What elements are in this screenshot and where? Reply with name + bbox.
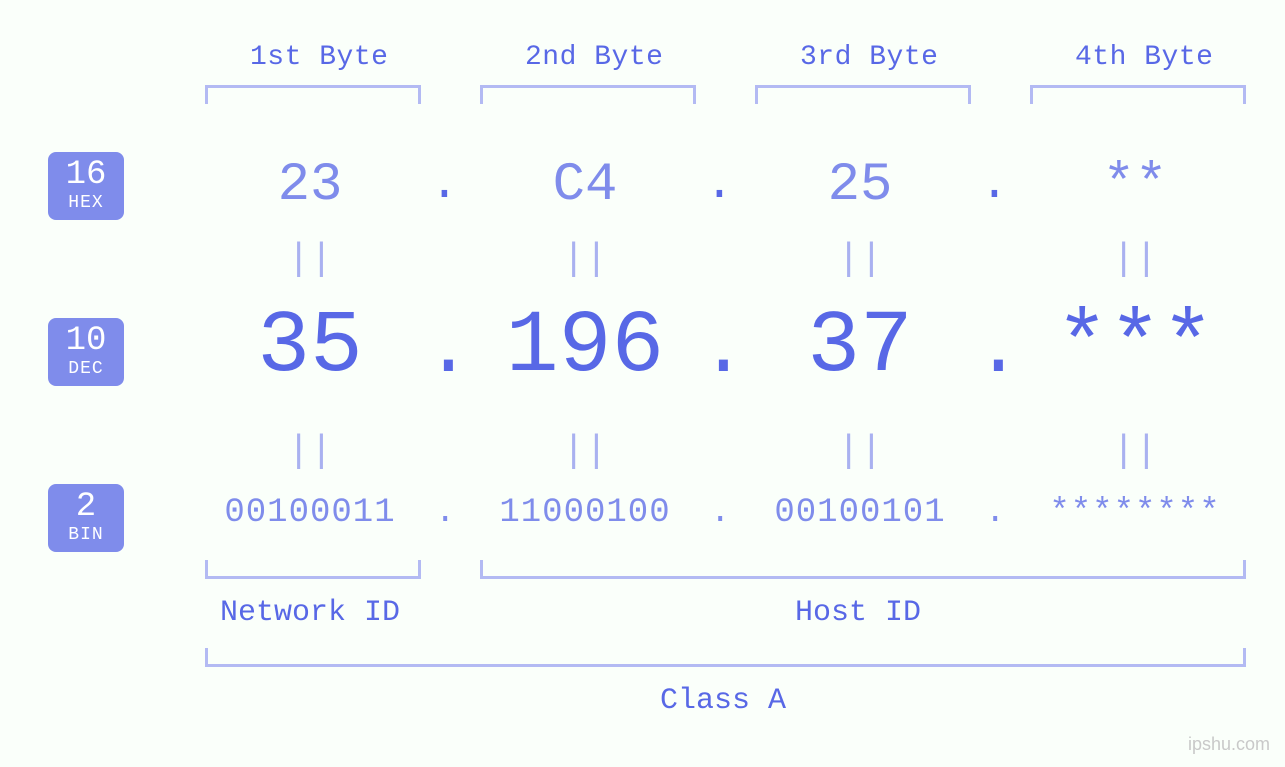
byte-header-2: 2nd Byte <box>525 42 663 73</box>
equals-hex-dec-2: || <box>455 238 715 281</box>
hex-byte-1: 23 <box>180 155 440 216</box>
bin-byte-2: 11000100 <box>455 494 715 532</box>
badge-hex: 16 HEX <box>48 152 124 220</box>
top-bracket-4 <box>1030 85 1246 104</box>
byte-header-1: 1st Byte <box>250 42 388 73</box>
bin-dot-1: . <box>435 494 455 532</box>
badge-bin-num: 2 <box>48 490 124 524</box>
equals-dec-bin-1: || <box>180 430 440 473</box>
dec-dot-2: . <box>700 307 747 395</box>
hex-dot-2: . <box>705 158 734 212</box>
bin-byte-1: 00100011 <box>180 494 440 532</box>
bracket-network-id <box>205 560 421 579</box>
top-bracket-3 <box>755 85 971 104</box>
badge-dec-label: DEC <box>48 360 124 378</box>
equals-dec-bin-2: || <box>455 430 715 473</box>
badge-dec: 10 DEC <box>48 318 124 386</box>
label-class: Class A <box>660 684 786 718</box>
badge-dec-num: 10 <box>48 324 124 358</box>
hex-byte-2: C4 <box>455 155 715 216</box>
bin-dot-2: . <box>710 494 730 532</box>
byte-header-3: 3rd Byte <box>800 42 938 73</box>
bin-byte-4: ******** <box>1005 494 1265 532</box>
byte-header-4: 4th Byte <box>1075 42 1213 73</box>
equals-hex-dec-1: || <box>180 238 440 281</box>
label-host-id: Host ID <box>795 596 921 630</box>
badge-bin-label: BIN <box>48 526 124 544</box>
bracket-class <box>205 648 1246 667</box>
hex-byte-3: 25 <box>730 155 990 216</box>
badge-hex-num: 16 <box>48 158 124 192</box>
dec-byte-2: 196 <box>455 298 715 397</box>
badge-hex-label: HEX <box>48 194 124 212</box>
equals-hex-dec-4: || <box>1005 238 1265 281</box>
hex-dot-3: . <box>980 158 1009 212</box>
dec-byte-4: *** <box>1005 298 1265 397</box>
bin-dot-3: . <box>985 494 1005 532</box>
dec-dot-1: . <box>425 307 472 395</box>
watermark: ipshu.com <box>1188 734 1270 755</box>
bin-byte-3: 00100101 <box>730 494 990 532</box>
equals-hex-dec-3: || <box>730 238 990 281</box>
label-network-id: Network ID <box>220 596 400 630</box>
badge-bin: 2 BIN <box>48 484 124 552</box>
dec-dot-3: . <box>975 307 1022 395</box>
equals-dec-bin-4: || <box>1005 430 1265 473</box>
hex-dot-1: . <box>430 158 459 212</box>
dec-byte-1: 35 <box>180 298 440 397</box>
bracket-host-id <box>480 560 1246 579</box>
top-bracket-1 <box>205 85 421 104</box>
dec-byte-3: 37 <box>730 298 990 397</box>
hex-byte-4: ** <box>1005 155 1265 216</box>
top-bracket-2 <box>480 85 696 104</box>
equals-dec-bin-3: || <box>730 430 990 473</box>
